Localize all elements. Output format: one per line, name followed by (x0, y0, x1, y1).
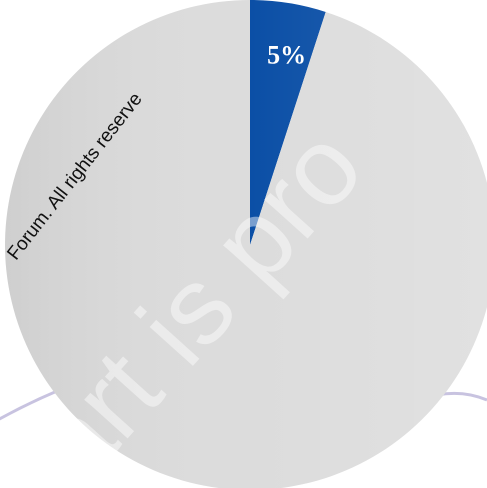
data-label: 5% (267, 40, 306, 69)
